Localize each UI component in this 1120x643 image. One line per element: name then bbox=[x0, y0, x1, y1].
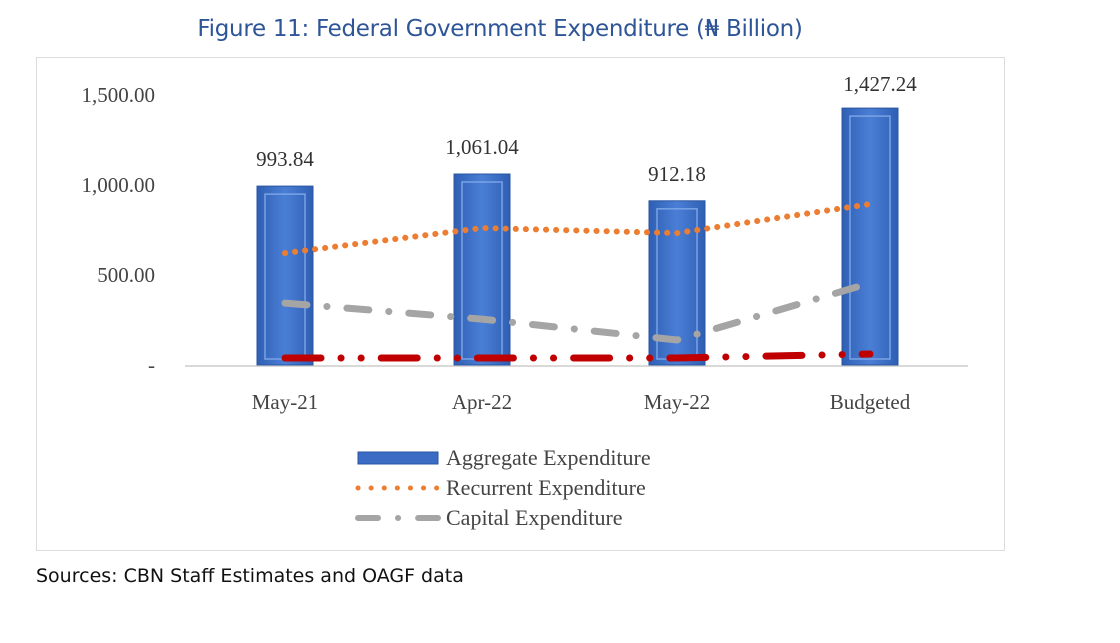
bar-aggregate bbox=[453, 173, 511, 366]
chart-title: Figure 11: Federal Government Expenditur… bbox=[197, 16, 803, 42]
x-tick-label: Budgeted bbox=[830, 390, 911, 414]
y-tick-label: 500.00 bbox=[97, 263, 155, 287]
bar-aggregate bbox=[256, 185, 314, 366]
y-tick-label: 1,500.00 bbox=[82, 83, 156, 107]
source-label: Sources bbox=[36, 565, 112, 587]
legend-label: Aggregate Expenditure bbox=[446, 445, 651, 470]
line-series-capital-expenditure bbox=[281, 279, 874, 344]
bar-aggregate bbox=[841, 107, 899, 366]
source-text: : CBN Staff Estimates and OAGF data bbox=[111, 565, 464, 587]
legend-label: Recurrent Expenditure bbox=[446, 475, 646, 500]
bar-bevel bbox=[849, 115, 891, 360]
x-tick-label: May-21 bbox=[252, 390, 319, 414]
bar-data-label: 912.18 bbox=[648, 162, 706, 186]
bar-data-label: 1,427.24 bbox=[843, 72, 917, 96]
x-tick-label: Apr-22 bbox=[452, 390, 512, 414]
line-series-unlabeled bbox=[281, 350, 874, 362]
chart-frame bbox=[36, 57, 1005, 551]
legend-label: Capital Expenditure bbox=[446, 505, 623, 530]
bar-data-label: 1,061.04 bbox=[445, 135, 519, 159]
source-note: Sources: CBN Staff Estimates and OAGF da… bbox=[36, 565, 464, 587]
y-tick-label: - bbox=[148, 353, 155, 377]
bar-data-label: 993.84 bbox=[256, 147, 314, 171]
legend-swatch-aggregate bbox=[357, 451, 439, 465]
x-tick-label: May-22 bbox=[644, 390, 711, 414]
y-tick-label: 1,000.00 bbox=[82, 173, 156, 197]
line-series-recurrent-expenditure bbox=[282, 201, 873, 257]
